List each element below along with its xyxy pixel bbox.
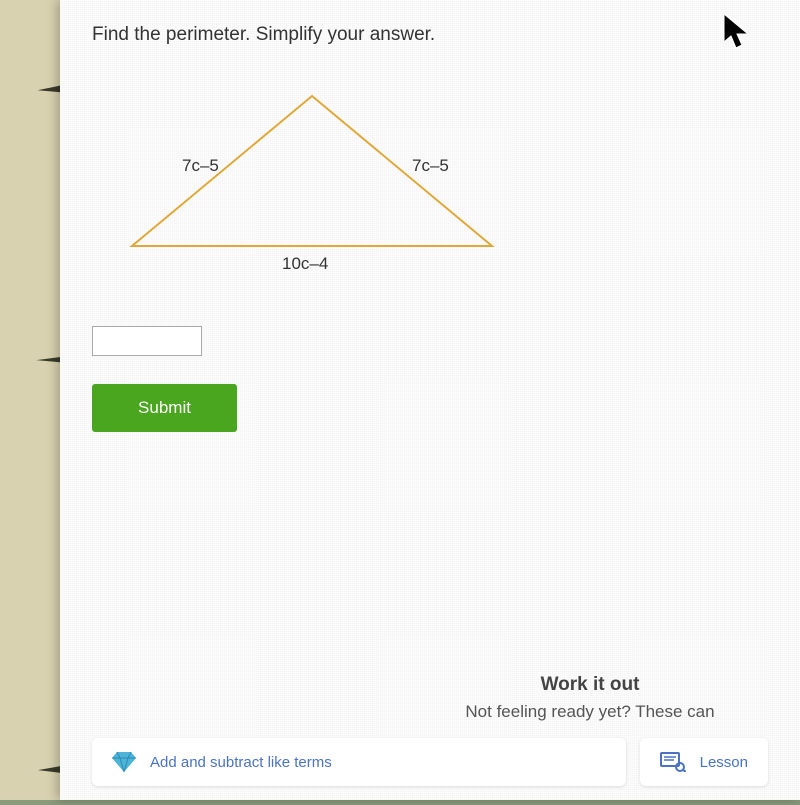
question-text: Find the perimeter. Simplify your answer… <box>92 24 768 46</box>
lesson-label: Lesson <box>700 754 748 771</box>
side-right-label: 7c–5 <box>412 156 449 176</box>
like-terms-card[interactable]: Add and subtract like terms <box>92 738 626 786</box>
bottom-bar: Add and subtract like terms Lesson <box>92 738 768 800</box>
like-terms-label: Add and subtract like terms <box>150 754 332 771</box>
work-it-out-section: Work it out Not feeling ready yet? These… <box>252 674 800 738</box>
problem-window: Find the perimeter. Simplify your answer… <box>60 0 800 800</box>
work-it-out-title: Work it out <box>252 674 800 696</box>
answer-input[interactable] <box>92 326 202 356</box>
diamond-icon <box>112 752 136 772</box>
triangle-figure: 7c–5 7c–5 10c–4 <box>122 86 502 306</box>
side-left-label: 7c–5 <box>182 156 219 176</box>
side-bottom-label: 10c–4 <box>282 254 328 274</box>
submit-button[interactable]: Submit <box>92 384 237 432</box>
work-it-out-subtitle: Not feeling ready yet? These can <box>252 702 800 722</box>
lesson-icon <box>660 752 686 772</box>
lesson-card[interactable]: Lesson <box>640 738 768 786</box>
